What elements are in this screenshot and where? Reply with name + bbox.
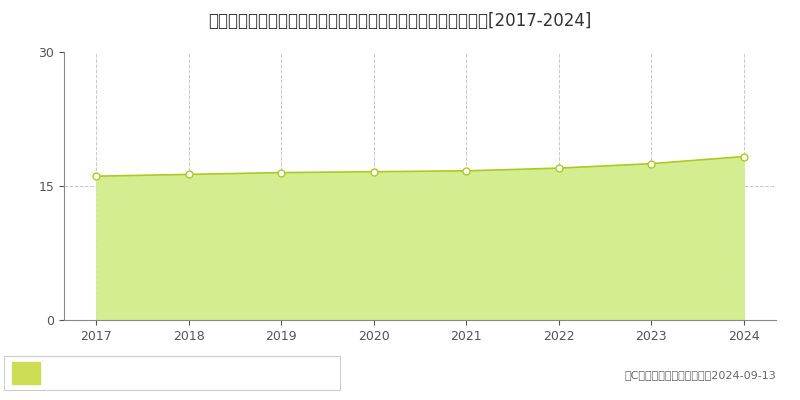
Point [90, 173, 102, 179]
Point [460, 168, 473, 174]
Point [552, 165, 565, 171]
Point [367, 168, 380, 175]
Point [182, 171, 195, 178]
Text: 地価公示 平均坊単価(万円/坊): 地価公示 平均坊単価(万円/坊) [48, 367, 156, 380]
Point [645, 160, 658, 167]
Text: 福島県郡山市大様町字北中野４２番１５　地価公示　地価推移[2017-2024]: 福島県郡山市大様町字北中野４２番１５ 地価公示 地価推移[2017-2024] [208, 12, 592, 30]
Text: （C）土地価格ドットコム　2024-09-13: （C）土地価格ドットコム 2024-09-13 [624, 370, 776, 380]
Point [738, 153, 750, 160]
Point [275, 169, 288, 176]
